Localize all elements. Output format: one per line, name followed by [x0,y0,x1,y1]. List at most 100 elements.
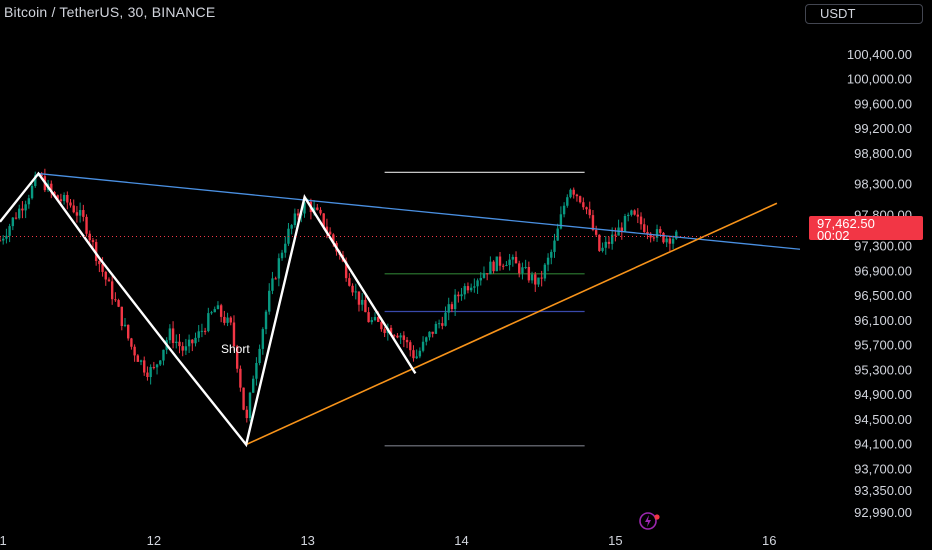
candle-body [252,378,255,393]
y-axis-ticks: 100,400.00 100,000.00 99,600.00 99,200.00 98… [847,47,912,520]
candle-body [601,247,604,251]
candle-body [219,305,223,317]
candle-body [373,317,377,321]
candle-body [620,227,623,232]
candle-body [476,280,479,287]
candle-body [191,339,194,344]
candle-body [316,207,319,210]
candle-body [274,278,277,280]
candle-body [431,331,434,334]
candle-body [655,229,659,238]
y-tick-label: 96,900.00 [854,263,912,278]
candle-body [200,330,204,332]
candle-body [495,256,498,272]
candle-body [94,242,98,262]
candle-body [623,216,627,232]
resistance-trendline[interactable] [38,172,801,250]
candle-body [114,299,117,301]
candle-body [98,261,101,265]
candle-body [546,257,550,265]
candle-body [123,324,127,326]
candle-body [354,291,357,293]
candle-body [575,194,579,197]
candle-body [344,261,348,279]
candle-body [53,192,56,196]
candle-body [62,194,66,202]
x-tick-label: 13 [300,533,314,548]
candle-body [203,330,207,332]
candle-body [604,241,607,248]
candle-body [110,281,114,300]
candle-body [139,360,143,362]
candle-body [351,285,354,293]
candle-body [322,213,325,227]
short-annotation: Short [221,342,250,356]
candle-body [463,286,466,295]
candle-body [2,238,5,241]
candle-body [210,312,213,314]
support-trendline[interactable] [245,202,778,446]
candle-body [133,346,136,356]
candle-body [514,256,518,264]
candle-body [127,324,130,339]
candle-body [466,286,470,291]
candle-body [453,294,457,310]
pattern-zigzag-line[interactable] [0,171,417,448]
candle-body [271,278,274,291]
candle-body [610,234,614,244]
candle-body [585,207,588,210]
candle-body [242,387,245,410]
y-tick-label: 92,990.00 [854,505,912,520]
candle-body [553,240,556,252]
candle-body [171,328,175,343]
candle-body [530,274,534,281]
candle-body [489,261,492,275]
candle-body [370,320,373,323]
candle-body [444,312,447,326]
candle-body [412,350,415,359]
candle-body [415,356,418,359]
tradingview-lightning-icon[interactable] [636,511,664,531]
candle-body [232,322,236,347]
candle-body [75,212,79,216]
candle-body [569,189,572,198]
candle-body [537,277,540,285]
candle-body [21,208,24,211]
candle-body [235,346,239,369]
currency-button[interactable]: USDT [805,4,923,24]
candle-body [319,209,322,214]
candle-body [197,331,200,338]
candle-body [360,299,364,305]
candle-body [258,348,261,364]
y-tick-label: 97,300.00 [854,239,912,254]
candle-body [239,368,242,388]
candle-body [50,183,53,193]
candle-body [428,331,431,338]
candle-body [30,185,34,199]
candle-body [56,195,59,200]
candle-body [107,279,111,282]
candle-body [59,199,63,202]
candle-body [588,209,591,216]
candle-body [540,277,543,279]
candle-body [521,267,524,274]
candle-body [505,264,508,266]
candle-body [101,264,104,272]
y-tick-label: 95,300.00 [854,362,912,377]
candle-body [473,286,476,288]
candle-body [572,189,575,195]
candle-body [268,290,271,312]
candle-body [396,335,399,338]
candle-body [207,313,210,332]
candle-body [24,204,27,211]
candle-body [421,341,425,351]
candle-body [498,256,502,266]
candle-body [646,231,649,234]
candle-body [566,197,569,206]
candle-body [502,265,505,267]
candle-body [409,342,412,351]
pattern-lines [0,171,417,448]
candle-body [518,263,521,274]
candle-body [178,341,181,347]
